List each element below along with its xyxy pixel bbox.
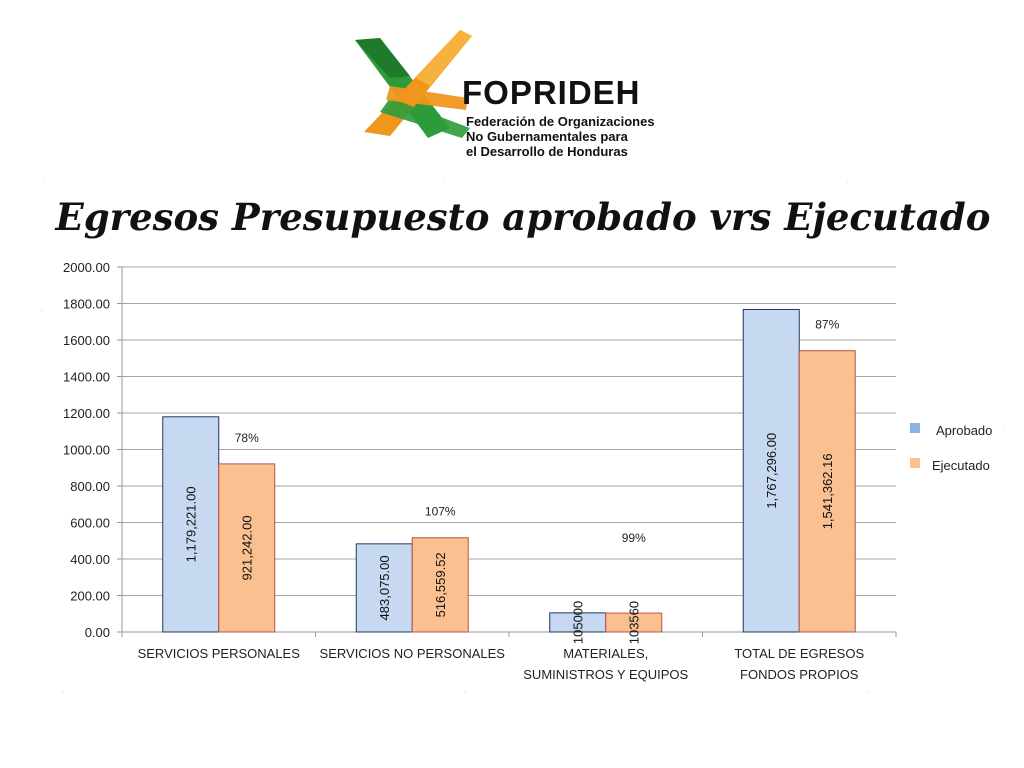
y-tick-label: 0.00 [85,625,110,640]
category-label: SUMINISTROS Y EQUIPOS [523,667,688,682]
bar-value-label: 103560 [627,601,642,644]
y-axis: 0.00 200.00 400.00 600.00 800.00 1000.00 1200.… [63,260,123,640]
percentage-label: 78% [235,431,259,445]
bar-value-label: 483,075.00 [377,555,392,620]
bar-value-label: 105000 [571,601,586,644]
logo-line-3: el Desarrollo de Honduras [466,144,628,159]
chart-legend: Aprobado Ejecutado [910,423,992,473]
percentage-label: 87% [815,318,839,332]
category-label: MATERIALES, [563,646,648,661]
legend-swatch-aprobado [910,423,920,433]
bar-value-label: 516,559.52 [433,552,448,617]
foprideh-logo: FOPRIDEH Federación de Organizaciones No… [350,28,690,159]
logo-name: FOPRIDEH [462,74,641,111]
chart-title: Egresos Presupuesto aprobado vrs Ejecuta… [55,195,991,239]
y-tick-label: 1000.00 [63,443,110,458]
logo-line-2: No Gubernamentales para [466,129,628,144]
y-tick-label: 200.00 [70,589,110,604]
legend-swatch-ejecutado [910,458,920,468]
logo-subtitle: Federación de Organizaciones No Gubernam… [466,114,655,159]
bar-ejecutado [411,537,469,633]
category-label: TOTAL DE EGRESOS [734,646,864,661]
bar-aprobado [162,416,220,633]
bar-value-label: 921,242.00 [240,515,255,580]
percentage-label: 99% [622,531,646,545]
legend-label: Aprobado [936,423,992,438]
category-label: FONDOS PROPIOS [740,667,859,682]
y-tick-label: 800.00 [70,479,110,494]
x-axis: SERVICIOS PERSONALES SERVICIOS NO PERSONA… [121,632,897,682]
y-tick-label: 1200.00 [63,406,110,421]
bar-ejecutado [798,350,856,633]
y-tick-label: 1400.00 [63,370,110,385]
percentage-label: 107% [425,505,456,519]
category-label: SERVICIOS NO PERSONALES [320,646,506,661]
foprideh-x-mark-icon [355,30,472,138]
bar-value-label: 1,767,296.00 [764,433,779,509]
legend-label: Ejecutado [932,458,990,473]
y-tick-label: 400.00 [70,552,110,567]
bar-aprobado [742,308,800,633]
bar-value-label: 1,541,362.16 [820,453,835,529]
bar-ejecutado [605,612,663,633]
y-tick-label: 600.00 [70,516,110,531]
category-label: SERVICIOS PERSONALES [138,646,301,661]
y-tick-label: 1600.00 [63,333,110,348]
logo-line-1: Federación de Organizaciones [466,114,655,129]
bar-aprobado [355,543,413,633]
bar-value-label: 1,179,221.00 [184,486,199,562]
bar-ejecutado [218,463,276,633]
chart-bars: 1,179,221.00 921,242.00 78% 483,075.00 516,5… [162,308,856,644]
y-tick-label: 2000.00 [63,260,110,275]
y-tick-label: 1800.00 [63,297,110,312]
